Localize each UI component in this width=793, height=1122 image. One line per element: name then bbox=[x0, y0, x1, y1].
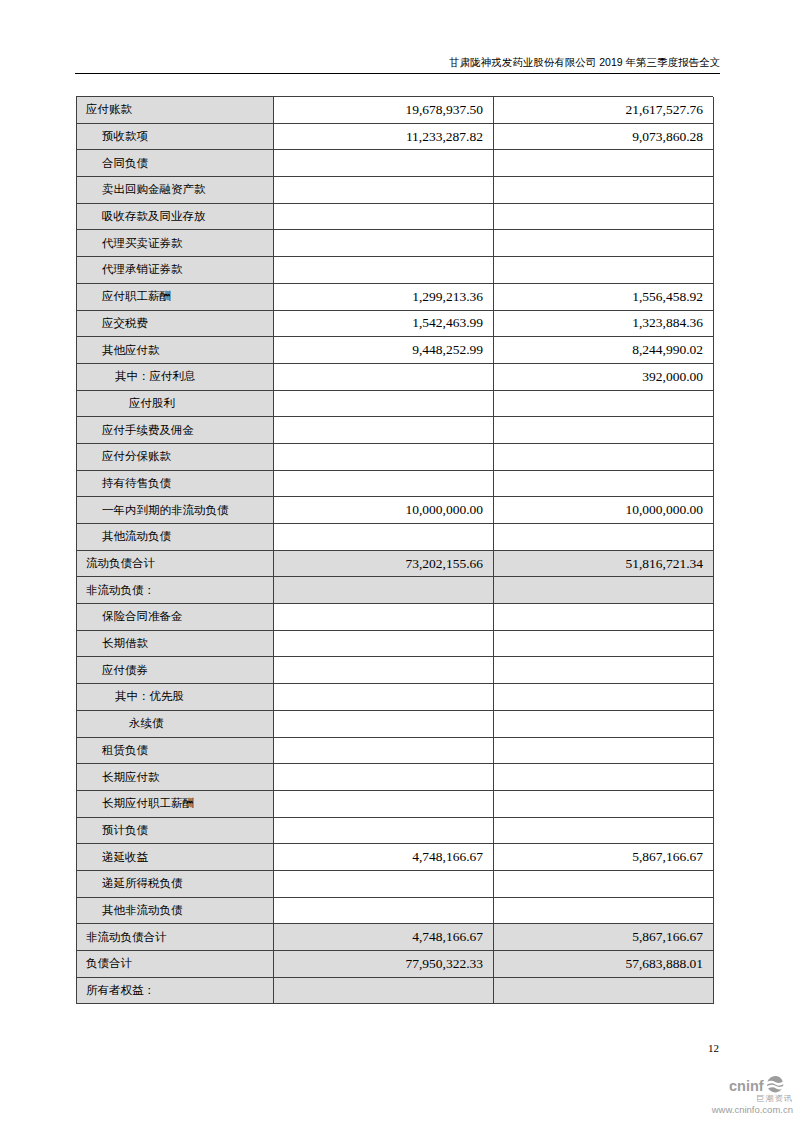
svg-text:cninf: cninf bbox=[729, 1078, 764, 1094]
